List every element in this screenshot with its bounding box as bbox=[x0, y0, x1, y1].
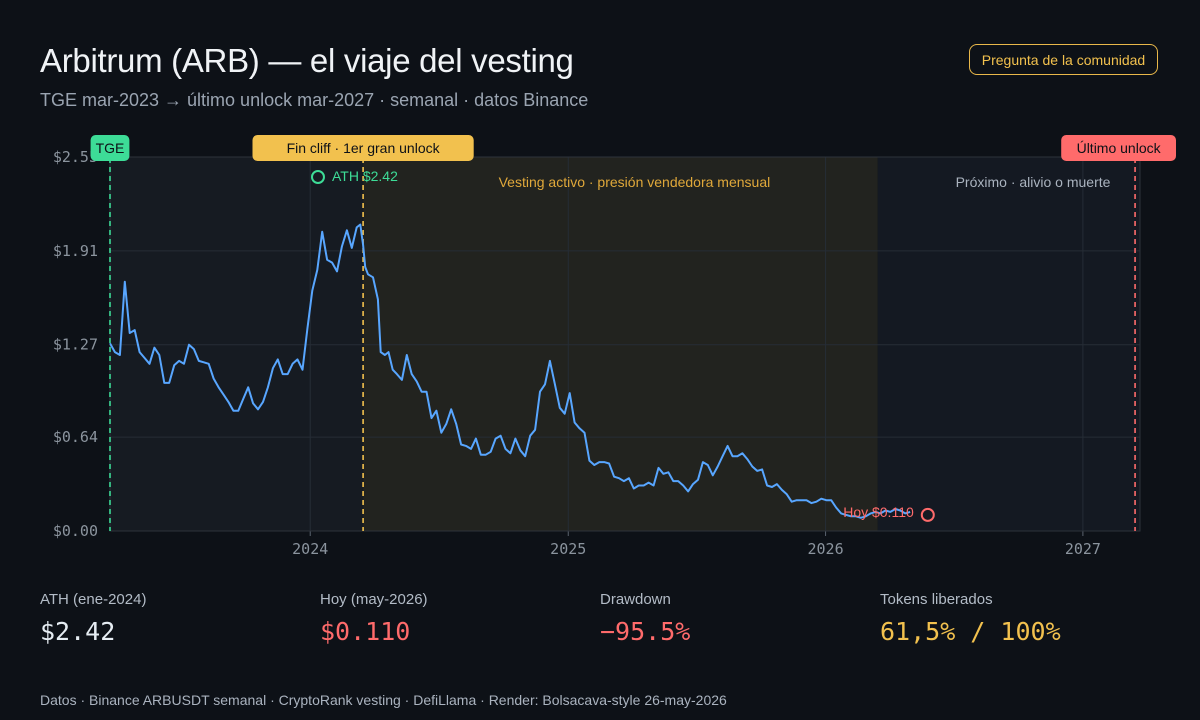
ath-marker bbox=[310, 170, 325, 184]
price-series-line bbox=[109, 223, 911, 519]
community-question-button[interactable]: Pregunta de la comunidad bbox=[969, 44, 1158, 75]
tge-marker-label: TGE bbox=[96, 140, 125, 156]
next-phase-label: Próximo · alivio o muerte bbox=[956, 174, 1111, 190]
x-tick-label: 2024 bbox=[292, 540, 328, 558]
phase-next bbox=[877, 157, 1136, 531]
stat-drawdown-value: −95.5% bbox=[600, 617, 691, 646]
phase-vesting bbox=[363, 157, 878, 531]
cliff-marker-label: Fin cliff · 1er gran unlock bbox=[287, 140, 441, 156]
stat-today-label: Hoy (may-2026) bbox=[320, 591, 428, 608]
footer-sources: Datos · Binance ARBUSDT semanal · Crypto… bbox=[40, 692, 727, 708]
price-chart: $0.00 $0.64 $1.27 $1.91 $2.55 2024 2025 2026 202… bbox=[53, 135, 1176, 558]
stat-drawdown-label: Drawdown bbox=[600, 591, 671, 608]
cliff-marker-badge bbox=[252, 135, 474, 161]
stat-today-value: $0.110 bbox=[320, 617, 411, 646]
y-tick-label: $1.91 bbox=[53, 242, 98, 260]
stat-drawdown: Drawdown −95.5% bbox=[600, 591, 690, 646]
last-unlock-marker-badge bbox=[1061, 135, 1176, 161]
tge-marker-badge bbox=[90, 135, 130, 161]
phase-tail bbox=[1135, 157, 1140, 531]
stat-ath: ATH (ene-2024) $2.42 bbox=[40, 591, 146, 646]
ath-label: ATH $2.42 bbox=[332, 168, 398, 184]
page-subtitle: TGE mar-2023 → último unlock mar-2027 · … bbox=[40, 90, 589, 110]
phase-pre_cliff bbox=[110, 157, 364, 531]
y-tick-label: $0.64 bbox=[53, 428, 98, 446]
x-tick-label: 2027 bbox=[1065, 540, 1101, 558]
stat-today: Hoy (may-2026) $0.110 bbox=[320, 591, 428, 646]
today-label: Hoy $0.110 bbox=[843, 504, 914, 520]
y-tick-label: $2.55 bbox=[53, 148, 98, 166]
last-unlock-marker-label: Último unlock bbox=[1077, 140, 1162, 156]
stat-tokens-label: Tokens liberados bbox=[880, 591, 993, 608]
stat-ath-label: ATH (ene-2024) bbox=[40, 591, 147, 608]
vesting-phase-label: Vesting activo · presión vendedora mensu… bbox=[499, 174, 771, 190]
stat-tokens: Tokens liberados 61,5% / 100% bbox=[880, 591, 1061, 646]
stat-ath-value: $2.42 bbox=[40, 617, 116, 646]
x-tick-label: 2025 bbox=[550, 540, 586, 558]
today-marker bbox=[920, 507, 935, 522]
stat-tokens-value: 61,5% / 100% bbox=[880, 617, 1061, 646]
y-tick-label: $0.00 bbox=[53, 522, 98, 540]
page-title: Arbitrum (ARB) — el viaje del vesting bbox=[40, 42, 574, 79]
y-tick-label: $1.27 bbox=[53, 336, 98, 354]
x-tick-label: 2026 bbox=[808, 540, 844, 558]
